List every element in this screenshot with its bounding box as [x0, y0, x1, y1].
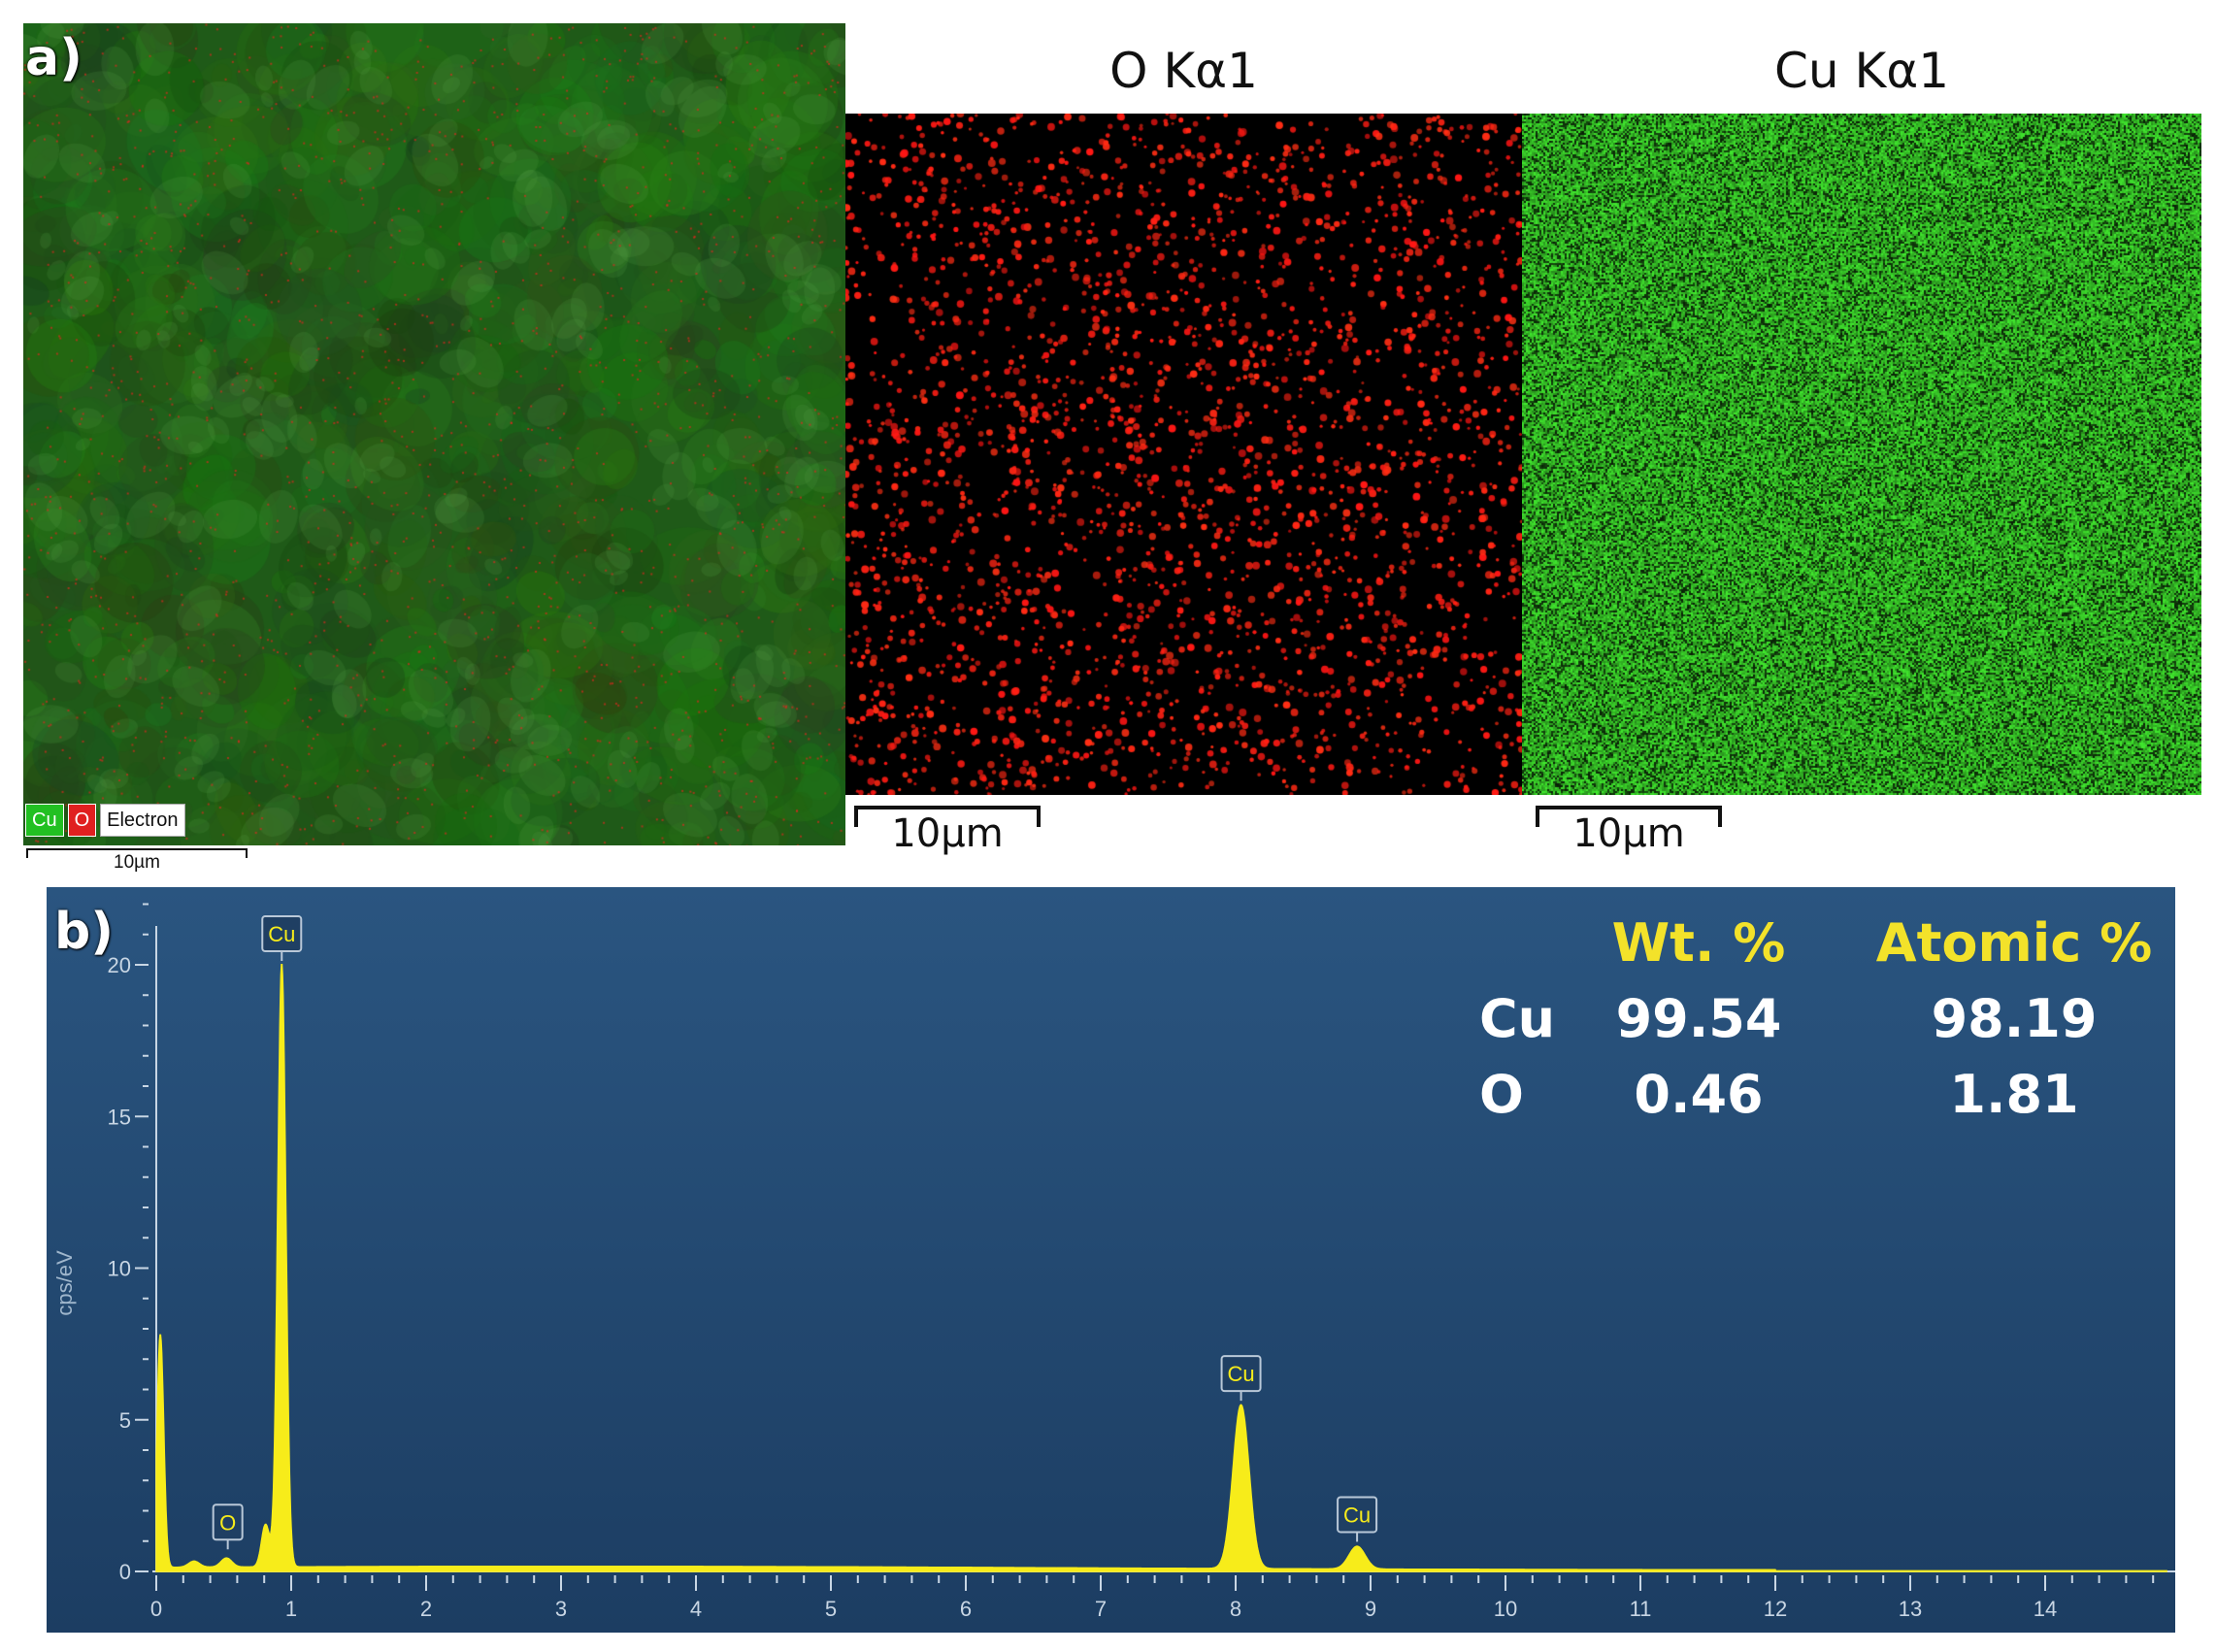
peak-labels: Cu O Cu Cu: [212, 915, 1378, 1550]
peak-label-text: Cu: [268, 922, 295, 946]
cu-map: [1522, 114, 2201, 795]
x-tick-label: 3: [555, 1597, 567, 1621]
table-header-wt: Wt. %: [1611, 912, 1786, 974]
peak-label: Cu: [1337, 1496, 1378, 1542]
x-tick-label: 11: [1630, 1597, 1652, 1621]
peak-label-text: Cu: [1227, 1362, 1254, 1386]
legend-chip-cu: Cu: [25, 804, 64, 837]
x-tick-label: 10: [1494, 1597, 1517, 1621]
legend-chip-electron: Electron: [100, 804, 185, 837]
y-tick-label: 15: [108, 1105, 131, 1129]
o-map-scale-label: 10µm: [891, 811, 1004, 856]
x-tick-label: 12: [1764, 1597, 1787, 1621]
panel-a-letter: a): [25, 29, 83, 87]
peak-label-text: Cu: [1343, 1503, 1371, 1527]
y-axis-label: cps/eV: [52, 1250, 77, 1316]
x-tick-label: 1: [285, 1597, 297, 1621]
peak-label: O: [212, 1503, 244, 1550]
cu-map-title: Cu Kα1: [1773, 43, 1950, 99]
y-tick-label: 10: [108, 1257, 131, 1281]
y-tick-label: 5: [119, 1408, 131, 1433]
overlay-scale-label: 10µm: [114, 852, 160, 873]
peak-label: Cu: [261, 915, 303, 961]
y-tick-label: 20: [108, 953, 131, 977]
chart-axes: 05101520012345678910111213141: [108, 903, 2175, 1621]
spectrum-series: [155, 964, 2167, 1572]
panel-b-letter: b): [54, 903, 114, 961]
x-tick-label: 8: [1230, 1597, 1241, 1621]
x-tick-label: 1: [2174, 1597, 2175, 1621]
x-tick-label: 9: [1365, 1597, 1376, 1621]
x-tick-label: 4: [690, 1597, 702, 1621]
table-row-element: O: [1479, 1064, 1524, 1125]
cu-map-image: [1522, 114, 2201, 795]
cu-map-scale-label: 10µm: [1572, 811, 1685, 856]
legend-chip-o: O: [67, 804, 97, 837]
overlay-map: [23, 23, 845, 845]
x-tick-label: 6: [960, 1597, 972, 1621]
x-tick-label: 2: [420, 1597, 432, 1621]
o-map-title: O Kα1: [1109, 43, 1258, 99]
o-map-image: [845, 114, 1522, 795]
table-header-atomic: Atomic %: [1875, 912, 2153, 974]
overlay-legend: Cu O Electron: [25, 803, 189, 838]
x-tick-label: 14: [2034, 1597, 2057, 1621]
table-row-wt: 99.54: [1615, 988, 1782, 1049]
x-tick-label: 0: [150, 1597, 162, 1621]
peak-label: Cu: [1220, 1355, 1262, 1402]
o-map: [845, 114, 1522, 795]
cu-map-scalebar: [1536, 806, 1722, 827]
o-map-scalebar: [854, 806, 1041, 827]
peak-label-text: O: [219, 1510, 236, 1535]
overlay-scalebar: [26, 848, 248, 858]
spectrum-area: [155, 964, 2167, 1572]
x-tick-label: 13: [1899, 1597, 1922, 1621]
overlay-map-image: [23, 23, 845, 845]
x-tick-label: 7: [1095, 1597, 1107, 1621]
chart-background: [47, 887, 2175, 1633]
x-tick-label: 5: [825, 1597, 837, 1621]
table-row-atomic: 98.19: [1931, 988, 2098, 1049]
table-row-element: Cu: [1479, 988, 1556, 1049]
table-row-wt: 0.46: [1634, 1064, 1764, 1125]
y-tick-label: 0: [119, 1560, 131, 1584]
table-row-atomic: 1.81: [1949, 1064, 2079, 1125]
